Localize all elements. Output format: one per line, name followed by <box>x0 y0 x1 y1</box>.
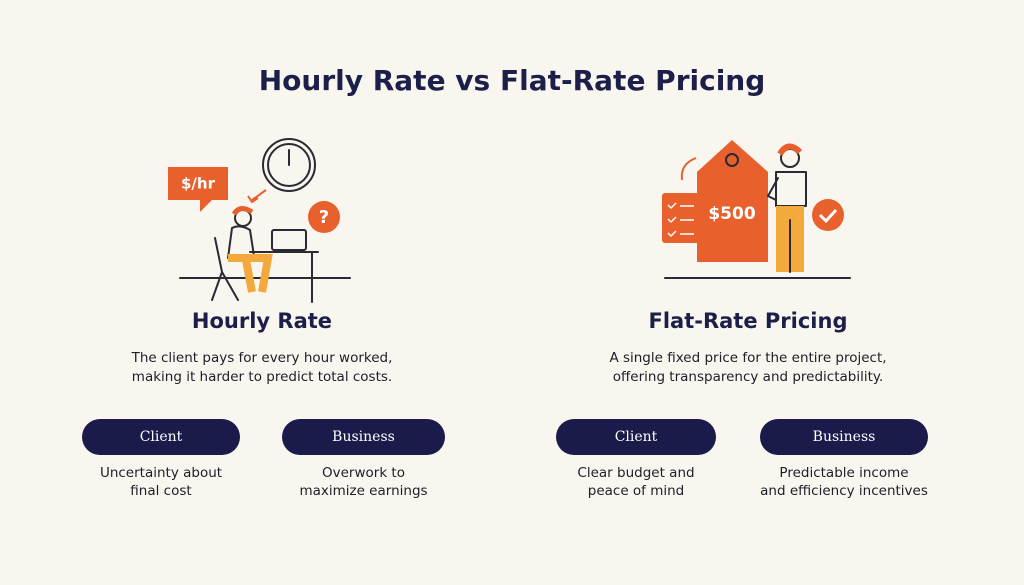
pill <box>760 419 928 455</box>
question-circle <box>308 201 340 233</box>
arm <box>767 177 779 201</box>
column-description: The client pays for every hour worked, <box>131 350 393 366</box>
hourly-badge: $/hr <box>181 175 216 193</box>
speech-bubble <box>168 167 228 212</box>
question-mark: ? <box>319 207 329 228</box>
pill-label: Client <box>615 429 658 445</box>
torso <box>227 225 255 259</box>
pill-caption: final cost <box>130 483 191 499</box>
clock <box>262 138 316 192</box>
tag-hole <box>725 153 739 167</box>
checklist <box>662 193 702 243</box>
pill <box>282 419 445 455</box>
price-tag <box>697 140 768 262</box>
chair <box>211 237 239 301</box>
column-heading: Flat-Rate Pricing <box>649 309 848 333</box>
column-heading: Hourly Rate <box>192 309 332 333</box>
pill-caption: and efficiency incentives <box>760 483 928 499</box>
arrow <box>251 189 267 201</box>
column-description: A single fixed price for the entire proj… <box>609 350 886 366</box>
checklist-lines <box>667 202 694 238</box>
pill <box>82 419 240 455</box>
arrow-head <box>247 195 259 204</box>
check-mark <box>818 208 838 224</box>
column-description: making it harder to predict total costs. <box>132 369 392 385</box>
pill-caption: Uncertainty about <box>100 465 222 481</box>
pill-label: Business <box>332 429 395 445</box>
check-circle <box>812 199 844 231</box>
pill-label: Client <box>140 429 183 445</box>
flat-illustration <box>662 140 851 279</box>
pill <box>556 419 716 455</box>
pill-caption: Clear budget and <box>577 465 694 481</box>
hair <box>777 143 803 156</box>
title: Hourly Rate vs Flat-Rate Pricing <box>259 64 766 97</box>
pill-caption: Predictable income <box>779 465 908 481</box>
pill-label: Business <box>813 429 876 445</box>
torso <box>775 171 807 207</box>
arrow <box>680 157 697 181</box>
hair <box>231 206 254 216</box>
legs <box>228 254 273 293</box>
laptop <box>271 229 307 251</box>
pill-caption: Overwork to <box>322 465 405 481</box>
pill-caption: maximize earnings <box>299 483 427 499</box>
clock-face <box>267 143 311 187</box>
hourly-illustration <box>168 138 351 303</box>
pill-caption: peace of mind <box>588 483 685 499</box>
column-description: offering transparency and predictability… <box>613 369 884 385</box>
price-label: $500 <box>708 204 755 224</box>
